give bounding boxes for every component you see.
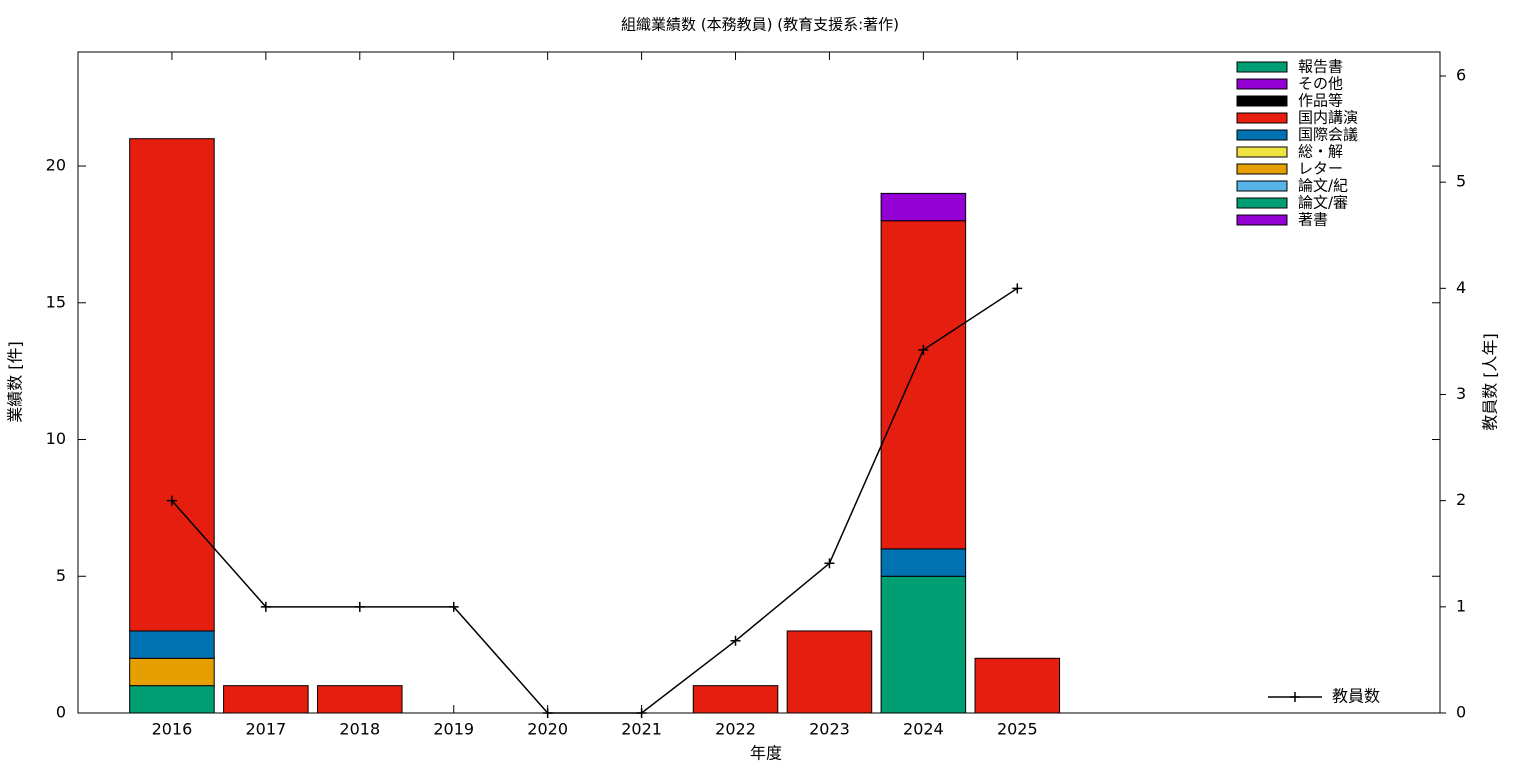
x-tick-label: 2018 [339,720,380,739]
line-point [354,601,365,612]
x-tick-label: 2025 [997,720,1038,739]
line-point [824,558,835,569]
y-tick-label: 10 [46,429,66,448]
y2-tick-label: 1 [1456,596,1466,615]
legend-swatch [1236,146,1288,158]
bar-segment [880,548,967,577]
line-point [730,635,741,646]
legend-swatch [1290,692,1300,702]
y2-tick-label: 6 [1456,65,1466,84]
x-axis-label: 年度 [750,744,782,763]
legend-label: その他 [1298,75,1343,93]
x-tick-label: 2024 [903,720,944,739]
line-point [448,601,459,612]
legend-swatch [1236,129,1288,141]
legend-label: 論文/紀 [1298,177,1348,195]
y-tick-label: 15 [46,292,66,311]
legend-label: 教員数 [1332,687,1380,706]
bar-segment [129,138,215,632]
legend-swatch [1236,214,1288,226]
legend-label: 総・解 [1298,143,1343,161]
x-tick-label: 2017 [246,720,287,739]
y2-tick-label: 0 [1456,703,1466,722]
chart-title: 組織業績数 (本務教員) (教育支援系:著作) [621,16,899,34]
x-tick-label: 2021 [621,720,662,739]
bar-segment [129,630,215,659]
bar-segment [880,220,967,550]
legend-swatch [1236,163,1288,175]
y-tick-label: 20 [46,156,66,175]
line-point [260,601,271,612]
legend-swatch [1236,61,1288,73]
bar-segment [129,685,215,714]
line-point [1012,283,1023,294]
bar-segment [129,657,215,687]
bar-segment [317,685,403,714]
bar-segment [974,657,1061,714]
legend-swatch [1236,112,1288,124]
y-tick-label: 0 [56,703,66,722]
legend-swatch [1236,78,1288,90]
x-tick-label: 2020 [527,720,568,739]
legend-label: 報告書 [1298,58,1343,76]
legend-label: 作品等 [1298,92,1343,110]
bar-segment [880,192,967,222]
bar-segment [880,575,967,714]
y-tick-label: 5 [56,566,66,585]
bar-segment [786,630,873,714]
legend-label: レター [1298,160,1343,178]
line-point [918,344,929,355]
legend-label: 論文/審 [1298,194,1348,212]
y2-tick-label: 4 [1456,278,1466,297]
y2-axis-label: 教員数 [人年] [1481,333,1500,431]
x-tick-label: 2016 [152,720,193,739]
legend-swatch [1236,197,1288,209]
y2-tick-label: 2 [1456,490,1466,509]
legend-label: 国内講演 [1298,109,1358,127]
x-tick-label: 2019 [433,720,474,739]
legend-swatch [1236,95,1288,107]
legend-label: 著書 [1298,211,1328,229]
legend-swatch [1236,180,1288,192]
x-tick-label: 2023 [809,720,850,739]
plot-frame [77,51,1441,714]
y-axis-label: 業績数 [件] [6,341,25,423]
bar-segment [223,685,309,714]
y2-tick-label: 5 [1456,172,1466,191]
line-point [166,495,177,506]
bar-segment [692,685,779,714]
x-tick-label: 2022 [715,720,756,739]
legend-label: 国際会議 [1298,126,1358,144]
y2-tick-label: 3 [1456,384,1466,403]
